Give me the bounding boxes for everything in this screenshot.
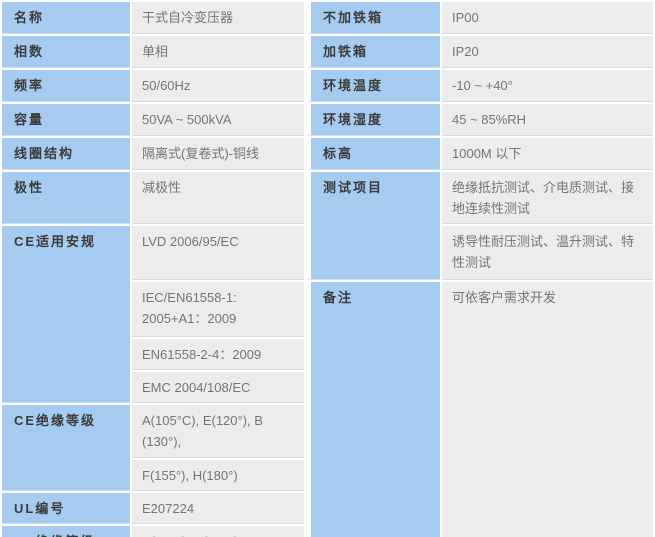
spec-label-ul-number: UL编号 [2,493,130,524]
spec-value-ce-insulation-1: A(105°C), E(120°), B (130°), [132,405,304,458]
spec-value-remarks: 可依客户需求开发 [442,282,653,537]
spec-value-elevation: 1000M 以下 [442,138,653,170]
spec-label-ambient-humidity: 环境湿度 [306,104,440,136]
spec-value-coil-structure: 隔离式(复卷式)-铜线 [132,138,304,170]
spec-value-no-iron-box: IP00 [442,2,653,34]
spec-value-ce-insulation-2: F(155°), H(180°) [132,460,304,491]
table-row: 极性 减极性 测试项目 绝缘抵抗测试、介电质测试、接地连续性测试 [2,172,653,280]
spec-label-coil-structure: 线圈结构 [2,138,130,170]
spec-value-ambient-humidity: 45 ~ 85%RH [442,104,653,136]
table-row: EMC 2004/108/EC [2,372,653,403]
spec-value-ul-insulation-class: B(130°), H(180°) [132,526,304,537]
table-row: 容量 50VA ~ 500kVA 环境湿度 45 ~ 85%RH [2,104,653,136]
spec-value-frequency: 50/60Hz [132,70,304,102]
spec-value-ce-safety-3: EN61558-2-4：2009 [132,339,304,370]
table-row: 线圈结构 隔离式(复卷式)-铜线 标高 1000M 以下 [2,138,653,170]
spec-value-ce-safety-1: LVD 2006/95/EC [132,226,304,280]
spec-label-elevation: 标高 [306,138,440,170]
spec-label-phases: 相数 [2,36,130,68]
spec-value-test-items-2: 诱导性耐压测试、温升测试、特性测试 [442,226,653,280]
spec-label-name: 名称 [2,2,130,34]
spec-label-no-iron-box: 不加铁箱 [306,2,440,34]
table-row: 名称 干式自冷变压器 不加铁箱 IP00 [2,2,653,34]
spec-value-phases: 单相 [132,36,304,68]
spec-label-ambient-temperature: 环境温度 [306,70,440,102]
table-row: 相数 单相 加铁箱 IP20 [2,36,653,68]
spec-value-ce-safety-4: EMC 2004/108/EC [132,372,304,403]
table-row: EN61558-2-4：2009 [2,339,653,370]
table-row: CE绝缘等级 A(105°C), E(120°), B (130°), [2,405,653,491]
spec-label-ce-safety-standards: CE适用安规 [2,226,130,403]
spec-label-ce-insulation-class: CE绝缘等级 [2,405,130,491]
spec-label-capacity: 容量 [2,104,130,136]
spec-value-ambient-temperature: -10 ~ +40° [442,70,653,102]
spec-value-test-items-1: 绝缘抵抗测试、介电质测试、接地连续性测试 [442,172,653,224]
spec-label-ul-insulation-class: UL绝缘等级 [2,526,130,537]
table-row: CE适用安规 LVD 2006/95/EC 诱导性耐压测试、温升测试、特性测试 [2,226,653,403]
spec-value-polarity: 减极性 [132,172,304,224]
table-row: UL编号 E207224 [2,493,653,524]
spec-label-polarity: 极性 [2,172,130,224]
spec-value-ce-safety-2: IEC/EN61558-1: 2005+A1：2009 [132,282,304,337]
spec-label-iron-box: 加铁箱 [306,36,440,68]
spec-value-capacity: 50VA ~ 500kVA [132,104,304,136]
table-row: 频率 50/60Hz 环境温度 -10 ~ +40° [2,70,653,102]
table-row: IEC/EN61558-1: 2005+A1：2009 备注 可依客户需求开发 [2,282,653,537]
spec-label-test-items: 测试项目 [306,172,440,280]
spec-value-iron-box: IP20 [442,36,653,68]
spec-value-ul-number: E207224 [132,493,304,524]
spec-label-frequency: 频率 [2,70,130,102]
spec-label-remarks: 备注 [306,282,440,537]
spec-value-name: 干式自冷变压器 [132,2,304,34]
table-row: F(155°), H(180°) [2,460,653,491]
table-row: UL绝缘等级 B(130°), H(180°) [2,526,653,537]
